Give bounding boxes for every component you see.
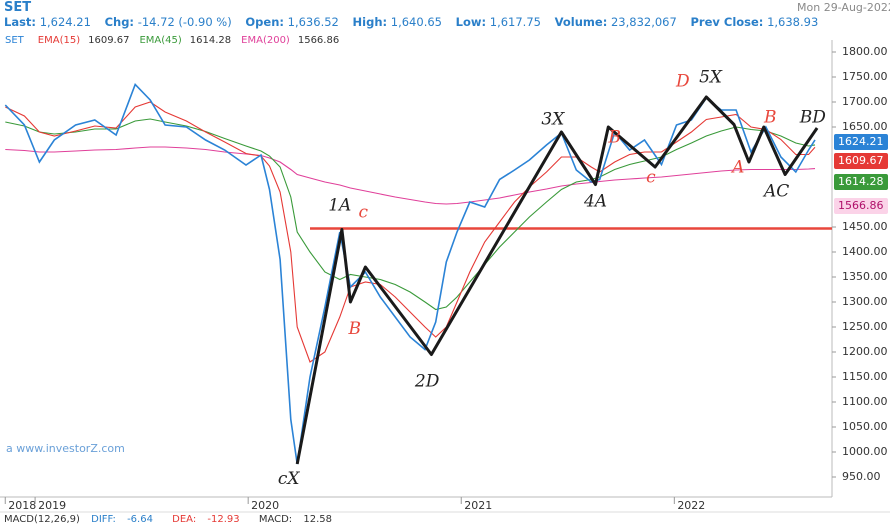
stat-value: 1,624.21 bbox=[39, 15, 91, 29]
series-line bbox=[5, 118, 816, 311]
y-tick-label: 1450.00 bbox=[842, 220, 888, 233]
y-tick-label: 1050.00 bbox=[842, 420, 888, 433]
annotation: BD bbox=[799, 108, 826, 128]
stat-label: Open: bbox=[245, 15, 284, 29]
last-value-tag bbox=[834, 174, 888, 190]
annotation: A bbox=[730, 158, 744, 178]
x-tick-label: 2021 bbox=[464, 499, 492, 512]
macd-label: DIFF: bbox=[91, 514, 116, 525]
last-value-tag bbox=[834, 198, 888, 214]
stat-label: Low: bbox=[455, 15, 487, 29]
y-tick-label: 1150.00 bbox=[842, 370, 888, 383]
y-tick-label: 1350.00 bbox=[842, 270, 888, 283]
macd-label: MACD: bbox=[258, 514, 293, 525]
y-tick-label: 950.00 bbox=[842, 470, 881, 483]
annotation: AC bbox=[762, 182, 789, 202]
legend-value: 1614.28 bbox=[190, 35, 231, 46]
annotation: 4A bbox=[583, 192, 607, 212]
last-value-tag bbox=[834, 134, 888, 150]
macd-item: MACD: 12.58 bbox=[259, 514, 340, 525]
y-tick-label: 1200.00 bbox=[842, 345, 888, 358]
last-value-label: 1614.28 bbox=[838, 175, 884, 188]
series-line bbox=[5, 101, 816, 363]
x-tick-label: 2022 bbox=[677, 499, 705, 512]
annotation: cX bbox=[278, 469, 301, 489]
series-line bbox=[5, 146, 816, 205]
x-tick-label: 2018 bbox=[8, 499, 36, 512]
stat-value: 1,640.65 bbox=[390, 15, 442, 29]
stat-value: 1,636.52 bbox=[287, 15, 339, 29]
macd-item: DIFF: -6.64 bbox=[91, 514, 164, 525]
wave-line bbox=[295, 95, 819, 465]
annotation: D bbox=[675, 72, 690, 92]
annotation: 1A bbox=[328, 196, 351, 216]
annotation: B bbox=[763, 108, 777, 128]
macd-value: -6.64 bbox=[127, 514, 153, 525]
y-tick-label: 1700.00 bbox=[842, 95, 888, 108]
annotation: 3X bbox=[541, 110, 565, 130]
legend-value: 1609.67 bbox=[88, 35, 129, 46]
legend-name: EMA(200) bbox=[241, 35, 290, 46]
header: SET Last: 1,624.21 Chg: -14.72 (-0.90 %)… bbox=[4, 0, 818, 29]
macd-row: MACD(12,26,9) DIFF: -6.64 DEA: -12.93 MA… bbox=[4, 514, 348, 525]
y-tick-label: 1750.00 bbox=[842, 70, 888, 83]
last-value-tag bbox=[834, 153, 888, 169]
y-tick-label: 1000.00 bbox=[842, 445, 888, 458]
macd-value: -12.93 bbox=[207, 514, 240, 525]
y-tick-label: 1400.00 bbox=[842, 245, 888, 258]
y-tick-label: 1100.00 bbox=[842, 395, 888, 408]
macd-item: DEA: -12.93 bbox=[172, 514, 251, 525]
last-value-label: 1624.21 bbox=[838, 135, 884, 148]
stat-value: 1,638.93 bbox=[767, 15, 819, 29]
stat-label: High: bbox=[352, 15, 388, 29]
watermark: a www.investorZ.com bbox=[6, 442, 125, 455]
stat-value: 23,832,067 bbox=[610, 15, 677, 29]
header-stats: Last: 1,624.21 Chg: -14.72 (-0.90 %) Ope… bbox=[4, 15, 818, 29]
stat-value: -14.72 (-0.90 %) bbox=[137, 15, 232, 29]
last-value-label: 1566.86 bbox=[838, 199, 884, 212]
annotation: c bbox=[646, 168, 656, 188]
last-value-label: 1609.67 bbox=[838, 154, 884, 167]
x-tick-label: 2020 bbox=[251, 499, 279, 512]
legend-name: SET bbox=[5, 35, 25, 46]
macd-label: DEA: bbox=[172, 514, 197, 525]
legend: SET EMA(15) 1609.67 EMA(45) 1614.28 EMA(200) 1… bbox=[5, 35, 339, 46]
header-date: Mon 29-Aug-2022 bbox=[797, 1, 890, 14]
y-tick-label: 1800.00 bbox=[842, 45, 888, 58]
stat-label: Volume: bbox=[554, 15, 608, 29]
annotation: B bbox=[607, 128, 621, 148]
annotation: c bbox=[358, 203, 368, 223]
macd-value: 12.58 bbox=[303, 514, 333, 525]
macd-title: MACD(12,26,9) bbox=[4, 514, 80, 525]
annotation: 5X bbox=[699, 68, 723, 88]
y-tick-label: 1250.00 bbox=[842, 320, 888, 333]
stat-label: Last: bbox=[4, 15, 37, 29]
y-tick-label: 1300.00 bbox=[842, 295, 888, 308]
annotation: B bbox=[347, 319, 361, 339]
x-tick-label: 2019 bbox=[38, 499, 66, 512]
y-tick-label: 1650.00 bbox=[842, 120, 888, 133]
legend-name: EMA(15) bbox=[38, 35, 80, 46]
legend-name: EMA(45) bbox=[139, 35, 181, 46]
stat-value: 1,617.75 bbox=[489, 15, 541, 29]
stat-label: Prev Close: bbox=[690, 15, 764, 29]
header-title: SET bbox=[4, 0, 32, 15]
annotation: 2D bbox=[414, 372, 440, 392]
stat-label: Chg: bbox=[104, 15, 135, 29]
legend-value: 1566.86 bbox=[298, 35, 339, 46]
